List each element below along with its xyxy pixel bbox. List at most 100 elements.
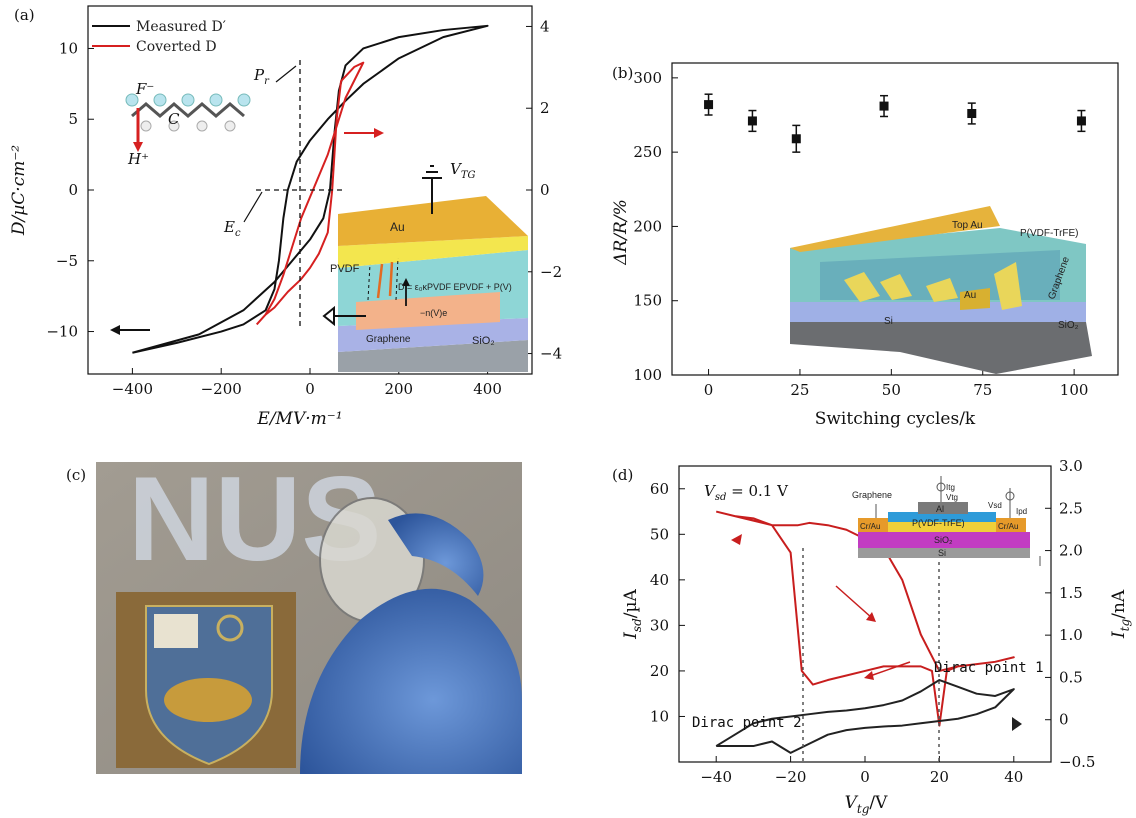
- b-xtick-label: 100: [1060, 381, 1089, 399]
- panel-a-legend: Measured D′ Coverted D: [92, 19, 226, 55]
- gloved-hand: [300, 588, 522, 774]
- d-arrow-1: [731, 534, 742, 545]
- a-ytick-right-label: 2: [540, 99, 550, 117]
- label-c: C: [168, 110, 180, 128]
- d-xtick-label: 20: [930, 768, 949, 786]
- device-inset-d: [858, 476, 1041, 566]
- panel-d-lines: [715, 510, 1015, 754]
- d-ylabel-right: Itg/nA: [1109, 589, 1132, 639]
- d-arrow-4: [1012, 717, 1022, 731]
- d-ytick-label: 50: [650, 525, 669, 543]
- label-graphene-a: Graphene: [366, 334, 411, 345]
- b-xtick-label: 25: [790, 381, 809, 399]
- panel-c: (c) NUS: [66, 452, 522, 774]
- label-pvdf-a: PVDF: [330, 263, 360, 275]
- d-arrow-2-head: [866, 612, 876, 622]
- d-ytick-right-label: −0.5: [1059, 753, 1095, 771]
- label-pr: Pr: [253, 66, 270, 87]
- b-ytick-label: 200: [633, 217, 662, 235]
- panel-a-label: (a): [14, 6, 35, 24]
- panel-b-points: [704, 93, 1086, 153]
- label-vtg: VTG: [450, 160, 476, 181]
- inset-d-pvdf: P(VDF-TrFE): [912, 518, 965, 528]
- inset-d-graphene: Graphene: [852, 490, 892, 500]
- b-xlabel: Switching cycles/k: [815, 409, 976, 429]
- inset-b-sio2: SiO₂: [1058, 320, 1079, 331]
- b-data-point: [791, 134, 801, 144]
- b-data-point: [879, 101, 889, 111]
- a-ytick-label: 5: [68, 110, 78, 128]
- device-inset-a: [322, 165, 528, 372]
- pvdf-molecule-icon: [125, 93, 251, 152]
- legend-label-converted: Coverted D: [136, 39, 217, 55]
- d-xtick-label: −20: [775, 768, 807, 786]
- inset-b-au: Au: [964, 290, 976, 301]
- a-ytick-label: −5: [56, 252, 78, 270]
- b-xtick-label: 75: [973, 381, 992, 399]
- d-arrow-3-head: [864, 671, 874, 680]
- panel-b-label: (b): [612, 64, 633, 82]
- d-ytick-label: 20: [650, 662, 669, 680]
- d-arrow-2: [835, 585, 873, 619]
- panel-d-ticks: −40 −20 0 20 40 10 20 30 40 50 60 −0.5 0 0.5 1.0 1.5 2.0…: [650, 457, 1096, 786]
- inset-d-crau-right: Cr/Au: [998, 522, 1018, 531]
- ec-arrow: [243, 191, 263, 223]
- d-ytick-label: 40: [650, 571, 669, 589]
- a-ytick-right-label: 4: [540, 17, 550, 35]
- inset-d-ipd: Ipd: [1016, 507, 1027, 516]
- series-itg-line: [715, 679, 1015, 754]
- d-ytick-right-label: 1.0: [1059, 626, 1083, 644]
- inset-d-si: Si: [938, 548, 946, 558]
- d-ytick-right-label: 2.5: [1059, 499, 1083, 517]
- label-au-a: Au: [390, 220, 405, 234]
- crest-lion-icon: [164, 678, 252, 722]
- b-data-point: [967, 109, 977, 119]
- black-left-arrowhead: [110, 325, 120, 335]
- series-isd-line: [715, 510, 1015, 727]
- panel-c-label: (c): [66, 466, 86, 484]
- b-data-point: [704, 100, 714, 110]
- b-ytick-label: 100: [633, 366, 662, 384]
- d-dirac2-label: Dirac point 2: [692, 715, 802, 731]
- d-ytick-label: 30: [650, 616, 669, 634]
- series-measured-line: [132, 24, 489, 354]
- panel-b-ticks: 0 25 50 75 100 100 150 200 250 300: [633, 69, 1088, 399]
- label-ec: Ec: [223, 218, 241, 239]
- legend-label-measured: Measured D′: [136, 19, 226, 35]
- label-h: H⁺: [127, 150, 149, 168]
- b-data-point: [1076, 116, 1086, 126]
- pr-arrow: [275, 65, 297, 83]
- d-vsd-note: Vsd = 0.1 V: [704, 482, 789, 503]
- crest-ring-icon: [216, 614, 244, 642]
- a-ytick-right-label: −4: [540, 345, 562, 363]
- panel-b: (b) 0 25 50 75 100 100 150 200 250 300 Top Au P(V…: [611, 62, 1119, 429]
- b-data-point: [747, 116, 757, 126]
- d-ylabel-left: Isd/µA: [621, 588, 644, 639]
- a-ytick-label: 10: [59, 39, 78, 57]
- b-ytick-label: 150: [633, 292, 662, 310]
- b-ytick-label: 250: [633, 143, 662, 161]
- d-ytick-right-label: 3.0: [1059, 457, 1083, 475]
- a-xtick-label: −200: [201, 380, 242, 398]
- inset-d-vsd: Vsd: [988, 501, 1002, 510]
- d-dirac1-label: Dirac point 1: [934, 660, 1044, 676]
- panel-a-lines: [132, 24, 489, 354]
- d-ytick-right-label: 1.5: [1059, 584, 1083, 602]
- label-sio2-a: SiO₂: [472, 335, 495, 347]
- d-ytick-right-label: 2.0: [1059, 542, 1083, 560]
- d-ytick-label: 10: [650, 707, 669, 725]
- d-ytick-label: 60: [650, 480, 669, 498]
- label-f: F⁻: [135, 80, 154, 98]
- a-ytick-label: −10: [46, 323, 78, 341]
- inset-b-si: Si: [884, 316, 893, 327]
- a-xtick-label: 200: [384, 380, 413, 398]
- panel-b-frame: [671, 62, 1119, 376]
- a-ylabel: D/µC·cm⁻²: [9, 145, 29, 236]
- inset-d-vtg: Vtg: [946, 493, 958, 502]
- a-xtick-label: 0: [305, 380, 315, 398]
- d-ytick-right-label: 0.5: [1059, 668, 1083, 686]
- label-eq2: −n(V)e: [420, 308, 447, 318]
- inset-d-crau-left: Cr/Au: [860, 522, 880, 531]
- panel-a-ticks: −400 −200 0 200 400 −10 −5 0 5 10 −4 −2 0 2 4: [46, 17, 562, 398]
